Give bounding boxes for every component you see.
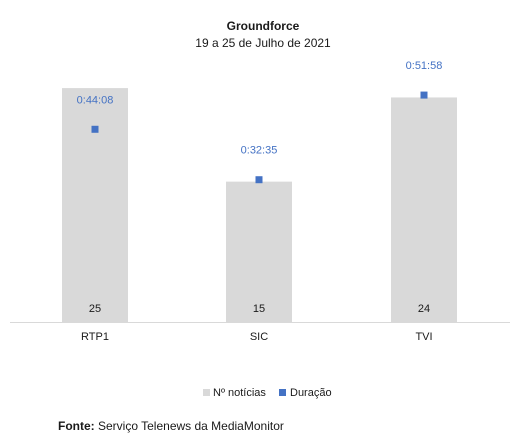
category-label-tvi: TVI (415, 331, 432, 343)
bar-label-sic: 15 (253, 303, 265, 315)
bar-label-tvi: 24 (418, 303, 430, 315)
duration-marker-rtp1 (91, 125, 99, 133)
plot-area: 25 0:44:08 RTP1 15 0:32:35 SIC 24 0:51:58 TVI (10, 60, 510, 343)
duration-marker-sic (255, 176, 263, 184)
chart-subtitle: 19 a 25 de Julho de 2021 (195, 36, 331, 50)
source-label: Fonte: (58, 419, 95, 433)
category-label-rtp1: RTP1 (81, 331, 109, 343)
bar-tvi (391, 97, 457, 322)
bar-sic (226, 181, 292, 322)
duration-marker-tvi (420, 91, 428, 99)
bar-rtp1 (62, 88, 128, 322)
source-text: Serviço Telenews da MediaMonitor (98, 419, 284, 433)
legend-swatch-noticias (203, 389, 210, 396)
legend-label-duracao: Duração (290, 387, 332, 399)
category-label-sic: SIC (250, 331, 268, 343)
legend: Nº notícias Duração (203, 387, 332, 399)
bar-label-rtp1: 25 (89, 303, 101, 315)
source-note: Fonte: Serviço Telenews da MediaMonitor (58, 419, 284, 433)
legend-swatch-duracao (279, 389, 286, 396)
chart-title: Groundforce (227, 19, 300, 33)
duration-label-sic: 0:32:35 (241, 145, 278, 157)
duration-label-tvi: 0:51:58 (406, 60, 443, 72)
duration-label-rtp1: 0:44:08 (77, 94, 114, 106)
legend-label-noticias: Nº notícias (213, 387, 266, 399)
